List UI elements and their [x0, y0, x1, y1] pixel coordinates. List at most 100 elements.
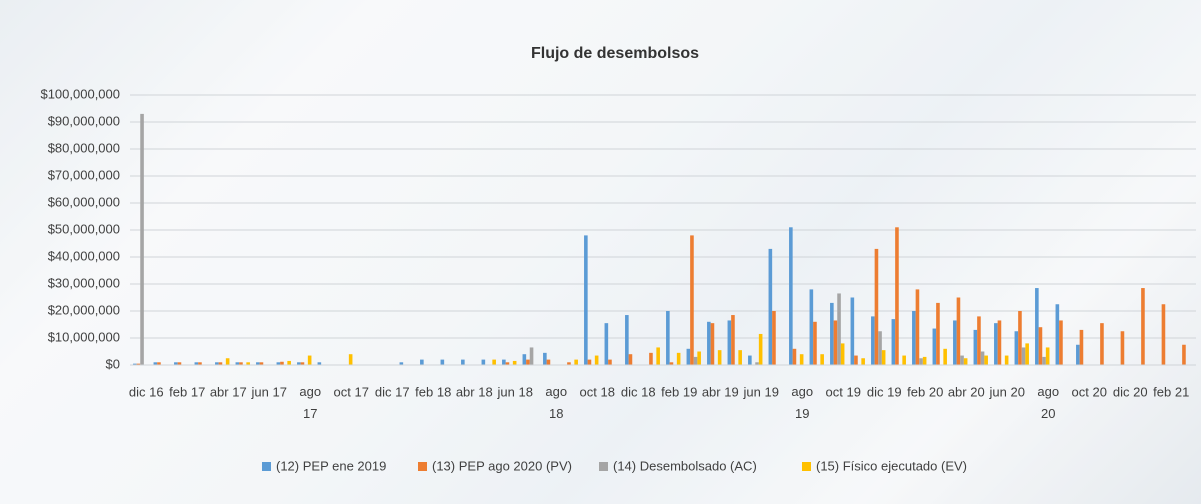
bar [1045, 347, 1050, 365]
legend-swatch [802, 462, 811, 471]
bar [731, 315, 735, 365]
bar [707, 321, 711, 365]
bar [994, 323, 998, 365]
bar [881, 350, 886, 365]
bar [830, 302, 834, 365]
x-tick-label: abr 18 [456, 384, 493, 399]
x-tick-label: oct 20 [1072, 384, 1107, 399]
legend-label: (12) PEP ene 2019 [276, 458, 386, 473]
y-tick-label: $30,000,000 [48, 275, 120, 290]
bar [693, 356, 698, 365]
bar [297, 362, 301, 365]
bar [710, 323, 715, 365]
bar [1055, 304, 1060, 365]
bar [932, 328, 937, 365]
bar [574, 359, 578, 365]
bar [198, 362, 202, 365]
bar [225, 358, 230, 365]
legend-label: (14) Desembolsado (AC) [613, 458, 757, 473]
bar [755, 362, 759, 365]
bar [1076, 344, 1080, 365]
bar [317, 362, 322, 365]
bar [1035, 288, 1039, 365]
bar [758, 333, 763, 365]
bar [1182, 344, 1186, 365]
bar [526, 359, 530, 365]
bar [953, 320, 957, 365]
bar [809, 289, 814, 365]
bar [194, 362, 199, 365]
bar [604, 323, 609, 365]
x-tick-label: ago 20 [1037, 384, 1059, 421]
x-tick-label: dic 19 [867, 384, 902, 399]
bar [420, 359, 424, 365]
x-tick-label: ago 17 [299, 384, 321, 421]
bar [1120, 331, 1125, 365]
x-tick-label: feb 21 [1153, 384, 1189, 399]
bar [1100, 323, 1104, 365]
x-tick-label: oct 17 [334, 384, 369, 399]
bar [481, 359, 486, 365]
bar [502, 359, 506, 365]
bar [259, 362, 264, 365]
y-tick-label: $0 [106, 356, 120, 371]
bar [529, 347, 534, 365]
bar [915, 289, 920, 365]
bar [1141, 288, 1145, 365]
bar [727, 320, 732, 365]
bar [594, 355, 599, 365]
bar [461, 359, 465, 365]
bar [840, 343, 845, 365]
bar [505, 362, 510, 365]
bar [174, 362, 178, 365]
bar [902, 355, 906, 365]
bar [789, 227, 793, 365]
x-tick-label: feb 17 [169, 384, 205, 399]
bar [871, 316, 875, 365]
x-tick-label: dic 20 [1113, 384, 1148, 399]
y-tick-label: $80,000,000 [48, 140, 120, 155]
x-tick-label: jun 17 [251, 384, 287, 399]
bar [697, 351, 701, 365]
x-tick-label: oct 18 [580, 384, 615, 399]
bar [246, 362, 250, 365]
bar [813, 321, 817, 365]
bar [666, 311, 670, 365]
y-tick-label: $50,000,000 [48, 221, 120, 236]
bar [177, 362, 182, 365]
legend-label: (15) Físico ejecutado (EV) [816, 458, 967, 473]
bar [307, 355, 312, 365]
bar [276, 362, 281, 365]
bar [861, 358, 865, 365]
legend-swatch [418, 462, 427, 471]
bar [492, 359, 496, 365]
x-tick-label: dic 16 [129, 384, 164, 399]
bar [919, 358, 923, 365]
bar [1014, 331, 1019, 365]
bar [1079, 329, 1084, 365]
bar [280, 361, 284, 365]
bar [738, 350, 742, 365]
bar [399, 362, 404, 365]
x-tick-label: jun 18 [497, 384, 533, 399]
bar [690, 235, 694, 365]
x-tick-label: feb 18 [415, 384, 451, 399]
bar [960, 355, 964, 365]
bar [833, 320, 838, 365]
bar [820, 354, 824, 365]
bar [874, 248, 879, 365]
bar [133, 363, 137, 365]
bar [153, 362, 158, 365]
bar [963, 358, 968, 365]
y-tick-label: $60,000,000 [48, 194, 120, 209]
bar [772, 311, 776, 365]
bar [912, 311, 916, 365]
bar [587, 359, 592, 365]
bar [348, 354, 353, 365]
x-tick-label: jun 20 [989, 384, 1025, 399]
bar [157, 362, 161, 365]
x-tick-label: dic 17 [375, 384, 410, 399]
